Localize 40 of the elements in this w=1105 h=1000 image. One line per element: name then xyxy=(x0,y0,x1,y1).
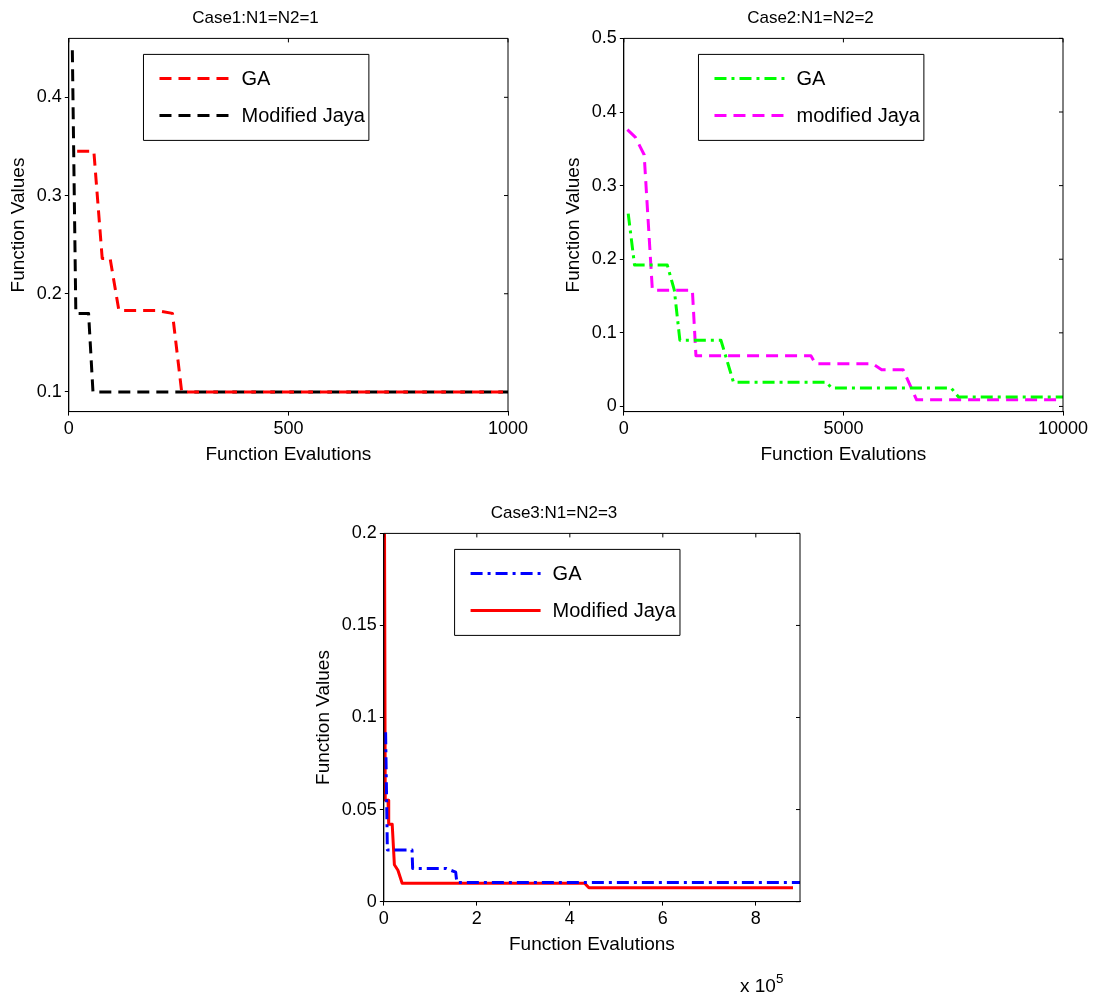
x-tick-label: 1000 xyxy=(487,418,529,439)
y-axis-title: Function Values xyxy=(6,157,28,293)
y-tick-label: 0.5 xyxy=(591,27,617,48)
legend-label: GA xyxy=(241,66,272,89)
line-series xyxy=(626,212,1063,399)
y-tick-label: 0.3 xyxy=(591,174,617,195)
legend-label: GA xyxy=(552,561,583,584)
y-tick-label: 0.1 xyxy=(36,380,62,401)
x-tick-label: 8 xyxy=(750,908,761,929)
y-axis-title: Function Values xyxy=(561,157,583,293)
x-axis-title: Function Evalutions xyxy=(509,932,675,954)
y-tick-label: 0 xyxy=(606,395,617,416)
x-axis-title: Function Evalutions xyxy=(760,442,927,464)
chart-title: Case3:N1=N2=3 xyxy=(490,502,618,522)
y-tick-label: 0.2 xyxy=(591,248,617,269)
y-tick-label: 0.15 xyxy=(341,614,377,635)
x-tick-label: 5000 xyxy=(823,418,864,439)
y-tick-label: 0.2 xyxy=(351,522,377,543)
line-series xyxy=(384,730,800,884)
x-tick-label: 2 xyxy=(471,908,482,929)
y-tick-label: 0.1 xyxy=(351,706,377,727)
x-tick-label: 4 xyxy=(564,908,575,929)
y-axis-title: Function Values xyxy=(311,650,333,785)
x-tick-label: 10000 xyxy=(1037,418,1089,439)
legend-label: Modified Jaya xyxy=(241,103,366,126)
x-tick-label: 500 xyxy=(273,418,304,439)
y-tick-label: 0.4 xyxy=(591,100,617,121)
x-tick-label: 6 xyxy=(657,908,668,929)
legend-label: modified Jaya xyxy=(796,103,921,126)
legend-label: GA xyxy=(796,66,827,89)
y-tick-label: 0 xyxy=(366,890,377,911)
chart-title: Case2:N1=N2=2 xyxy=(747,7,874,27)
legend-label: Modified Jaya xyxy=(552,598,677,621)
y-tick-label: 0.05 xyxy=(341,798,377,819)
chart-title: Case1:N1=N2=1 xyxy=(192,7,319,27)
x-axis-title: Function Evalutions xyxy=(205,442,372,464)
y-tick-label: 0.4 xyxy=(36,86,62,107)
y-tick-label: 0.3 xyxy=(36,184,62,205)
y-tick-label: 0.1 xyxy=(591,321,617,342)
y-tick-label: 0.2 xyxy=(36,282,62,303)
